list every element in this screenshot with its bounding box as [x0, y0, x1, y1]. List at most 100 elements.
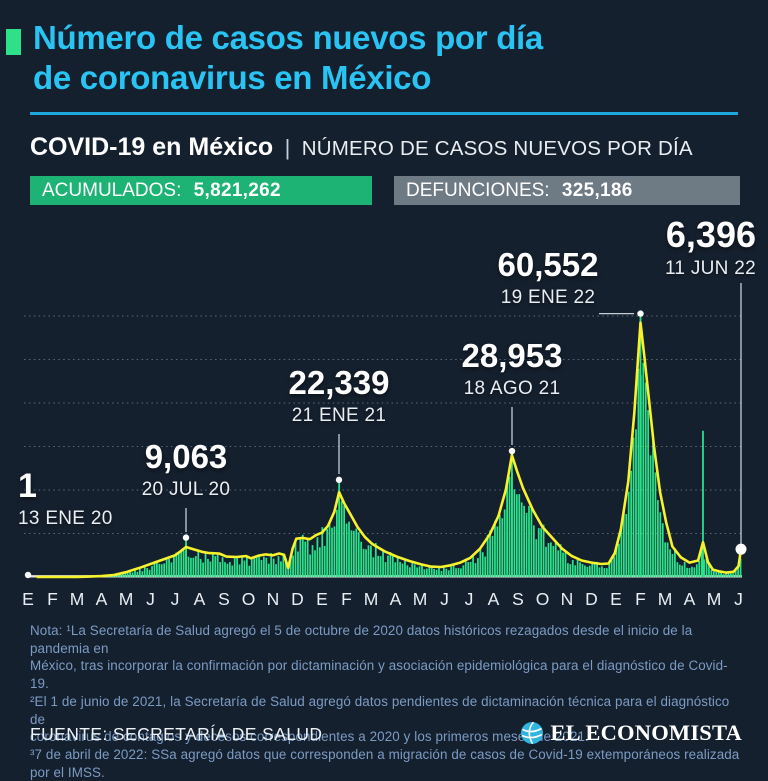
daily-bar	[210, 561, 212, 577]
daily-bar	[591, 564, 593, 577]
daily-bar	[599, 567, 601, 577]
daily-bar	[324, 546, 326, 577]
daily-bar	[205, 552, 207, 577]
daily-bar	[389, 552, 391, 577]
x-axis-tick: M	[114, 589, 138, 610]
daily-bar	[158, 564, 160, 577]
x-axis-tick: M	[653, 589, 677, 610]
daily-bar	[528, 506, 530, 577]
x-axis-tick: F	[629, 589, 653, 610]
daily-bar	[343, 505, 345, 577]
daily-bar	[360, 542, 362, 577]
daily-bar	[268, 564, 270, 577]
daily-bar	[202, 562, 204, 577]
annotation-value: 28,953	[439, 339, 585, 373]
daily-bar	[151, 566, 153, 577]
daily-bar	[732, 573, 734, 577]
daily-bar	[562, 553, 564, 577]
annotation-peak-jul20: 9,063 20 JUL 20	[113, 440, 259, 500]
daily-bar	[686, 568, 688, 577]
daily-bar	[501, 518, 503, 577]
daily-bar	[312, 545, 314, 577]
daily-bar	[351, 530, 353, 577]
daily-bar	[224, 562, 226, 577]
daily-bar	[662, 523, 664, 577]
daily-bar	[397, 556, 399, 577]
daily-bar	[414, 564, 416, 577]
daily-bar	[586, 567, 588, 577]
daily-bar	[132, 573, 134, 577]
x-axis-tick: M	[702, 589, 726, 610]
daily-bar	[538, 528, 540, 577]
daily-bar	[698, 561, 700, 577]
daily-bar	[297, 552, 299, 577]
annotation-dot	[336, 477, 342, 483]
annotation-dot	[183, 534, 189, 540]
daily-bar	[141, 571, 143, 577]
annotation-peak-ene22: 60,552 19 ENE 22	[478, 248, 618, 308]
daily-bar	[372, 557, 374, 577]
daily-bar	[319, 547, 321, 577]
x-axis-tick: E	[16, 589, 40, 610]
daily-bar	[664, 542, 666, 577]
daily-bar	[669, 549, 671, 577]
daily-bar	[309, 554, 311, 577]
daily-bar	[234, 558, 236, 577]
peak-bar	[702, 431, 704, 577]
daily-bar	[304, 542, 306, 577]
x-axis-tick: J	[433, 589, 457, 610]
daily-bar	[531, 508, 533, 577]
daily-bar	[436, 570, 438, 577]
daily-bar	[244, 561, 246, 577]
daily-bar	[424, 569, 426, 577]
x-axis-tick: E	[310, 589, 334, 610]
annotation-date: 20 JUL 20	[113, 479, 259, 500]
daily-bar	[368, 545, 370, 577]
daily-bar	[273, 559, 275, 577]
daily-bar	[321, 527, 323, 577]
x-axis-tick: S	[212, 589, 236, 610]
daily-bar	[552, 546, 554, 577]
x-axis-tick: A	[384, 589, 408, 610]
daily-bar	[195, 556, 197, 577]
daily-bar	[231, 565, 233, 577]
daily-bar	[341, 501, 343, 577]
daily-bar	[608, 563, 610, 577]
daily-bar	[146, 568, 148, 577]
annotation-first-case: 1 13 ENE 20	[18, 469, 113, 529]
daily-bar	[657, 500, 659, 577]
daily-bar	[448, 570, 450, 577]
daily-bar	[392, 556, 394, 577]
daily-bar	[453, 565, 455, 577]
annotation-value: 22,339	[266, 366, 412, 400]
daily-bar	[574, 565, 576, 577]
x-axis-tick: A	[188, 589, 212, 610]
daily-bar	[380, 556, 382, 577]
daily-bar	[334, 526, 336, 577]
daily-bar	[470, 562, 472, 577]
daily-bar	[569, 564, 571, 577]
daily-bar	[217, 553, 219, 577]
daily-bar	[523, 506, 525, 577]
daily-bar	[679, 565, 681, 577]
daily-bar	[190, 558, 192, 577]
peak-bar	[185, 538, 187, 577]
daily-bar	[696, 564, 698, 577]
daily-bar	[514, 489, 516, 577]
daily-bar	[241, 557, 243, 577]
daily-bar	[545, 547, 547, 577]
x-axis-tick: N	[261, 589, 285, 610]
daily-bar	[348, 522, 350, 577]
annotation-value: 1	[18, 469, 113, 503]
daily-bar	[156, 562, 158, 577]
daily-bar	[416, 567, 418, 577]
daily-bar	[443, 567, 445, 577]
daily-bar	[377, 556, 379, 577]
x-axis-tick: A	[90, 589, 114, 610]
daily-bar	[550, 542, 552, 577]
daily-bar	[518, 494, 520, 577]
daily-bar	[236, 558, 238, 577]
daily-bar	[404, 561, 406, 577]
daily-bar	[693, 567, 695, 577]
daily-bar	[409, 567, 411, 577]
